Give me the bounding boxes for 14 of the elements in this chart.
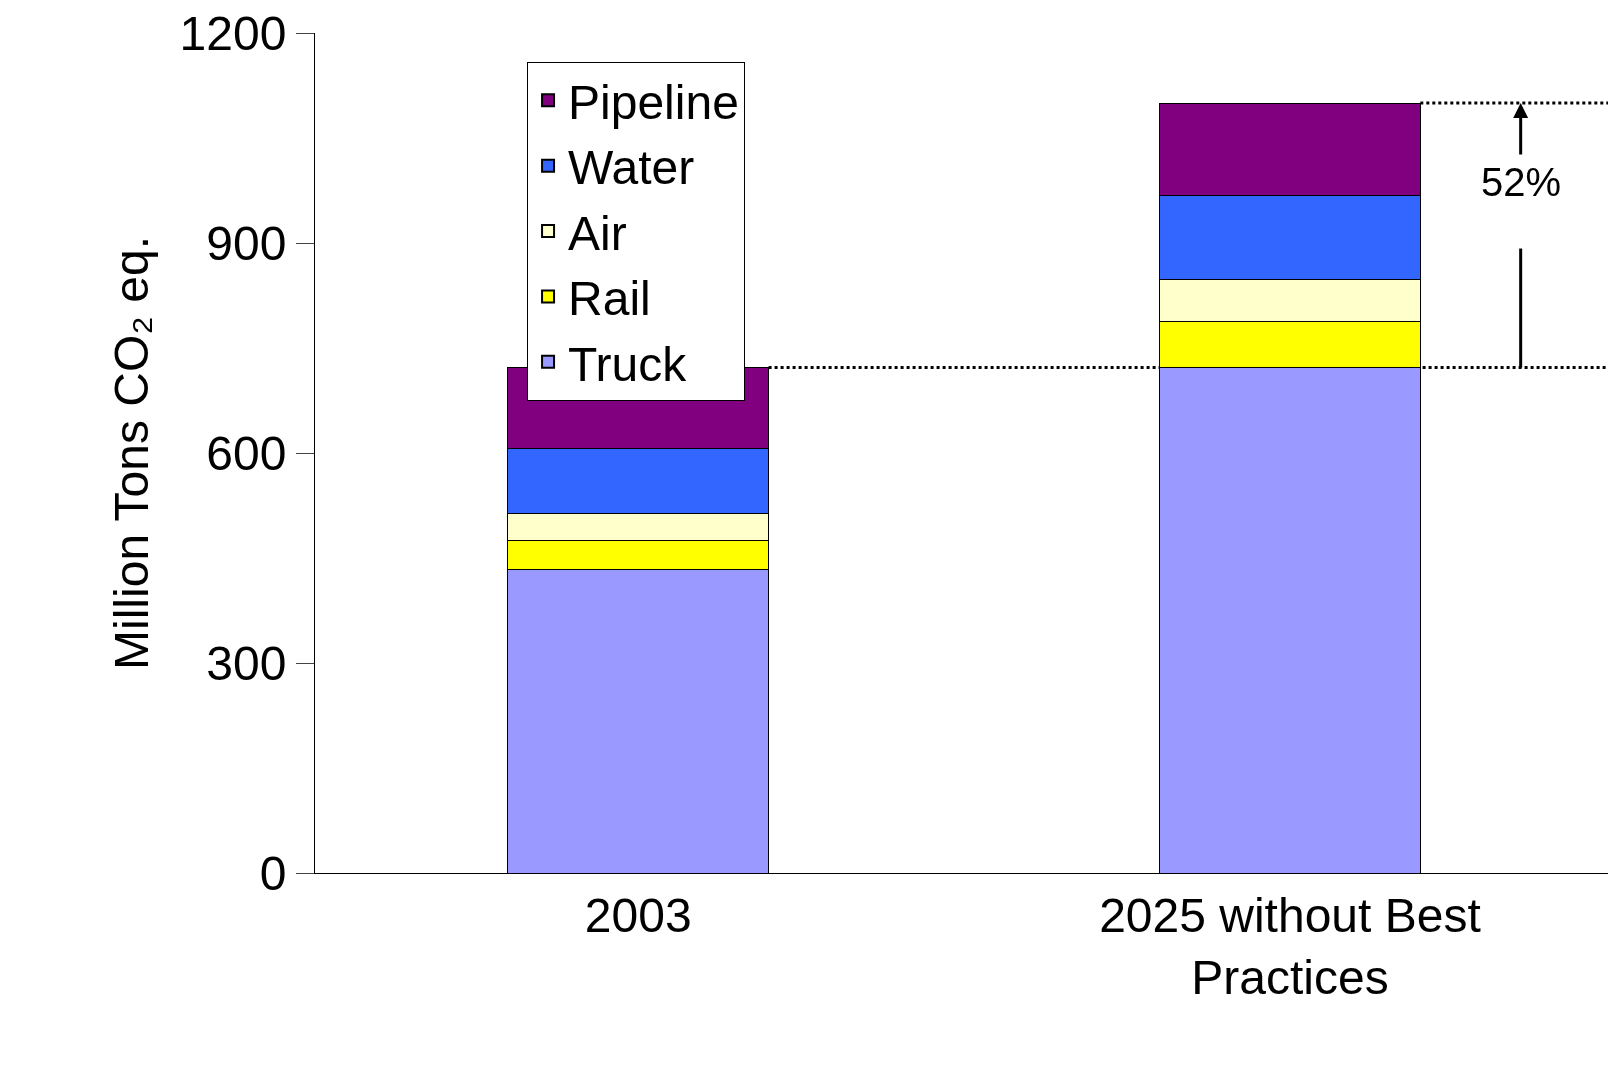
legend-label: Air: [568, 206, 627, 260]
x-tick-label: 2003: [584, 888, 692, 942]
y-tick-label: 0: [259, 846, 287, 900]
y-tick-label: 1200: [179, 6, 287, 60]
legend-label: Rail: [568, 272, 651, 326]
y-tick-label: 900: [206, 216, 287, 270]
x-tick-label: 2025 without Best Practices: [1099, 888, 1481, 1004]
legend-label: Water: [568, 141, 695, 195]
annotation: 52%: [1481, 160, 1562, 204]
y-tick-label: 600: [206, 426, 287, 480]
y-tick-label: 300: [206, 636, 287, 690]
legend-label: Truck: [568, 337, 688, 391]
y-axis-title: Million Tons CO₂ eq.: [105, 236, 159, 670]
legend-label: Pipeline: [568, 75, 739, 129]
